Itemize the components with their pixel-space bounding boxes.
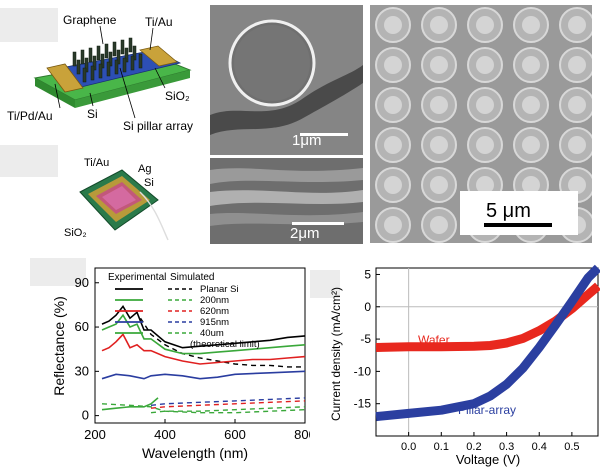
reflectance-xtick-0: 200: [84, 427, 106, 442]
label-pillar-array: Si pillar array: [123, 119, 193, 133]
reflectance-series-0: [101, 304, 306, 349]
jv-xtick-2: 0.2: [466, 441, 481, 453]
reflectance-ytick-3: 90: [75, 275, 89, 290]
jv-ytick-2: -5: [360, 332, 371, 346]
reflectance-series-1: [139, 317, 305, 368]
sem-cross-image: 2μm: [210, 158, 363, 244]
legend-entry-3: 915nm: [200, 317, 229, 328]
jv-series-0: [375, 282, 600, 352]
jv-chart-panel: 0.0 0.1 0.2 0.3 0.4 0.5 5 0 -5 -10 -15 Wafer Pilla…: [318, 258, 600, 470]
reflectance-series-8: [150, 397, 306, 406]
pillar-array-icon: [72, 37, 143, 83]
jv-ytick-4: -15: [354, 397, 372, 411]
reflectance-series-5: [101, 397, 159, 411]
panel-tab-d: [310, 270, 340, 298]
device-photo-image: Ti/Au Ag Si SiO₂: [60, 152, 172, 244]
reflectance-series-2: [101, 313, 306, 355]
legend-entry-2: 620nm: [200, 306, 229, 317]
reflectance-chart: 200 400 600 800 0 30 60 90 Experimental Simulat…: [51, 267, 310, 461]
legend-entry-1: 200nm: [200, 295, 229, 306]
reflectance-ylabel: Reflectance (%): [51, 296, 67, 396]
sem-cross-panel: 2μm: [210, 158, 363, 244]
label-tipdau: Ti/Pd/Au: [7, 109, 53, 123]
device-schematic-panel: Graphene Ti/Au SiO₂ Ti/Pd/Au Si Si pilla…: [5, 8, 205, 140]
jv-annotation-pillar: Pillar-array: [458, 403, 516, 417]
reflectance-ytick-1: 30: [75, 363, 89, 378]
reflectance-ytick-2: 60: [75, 319, 89, 334]
panel-tab-a: [0, 8, 58, 42]
reflectance-xtick-3: 800: [294, 427, 310, 442]
jv-annotation-wafer: Wafer: [418, 333, 450, 347]
reflectance-series-6: [101, 403, 306, 414]
sem-array-image: 5 μm: [370, 5, 592, 243]
jv-xtick-3: 0.3: [499, 441, 514, 453]
reflectance-series-3: [101, 333, 306, 365]
jv-plot-frame: [375, 267, 599, 437]
photo-label-tiau: Ti/Au: [84, 157, 109, 169]
sem-cross-scale-label: 2μm: [290, 225, 319, 242]
sem-array-panel: 5 μm: [370, 5, 592, 243]
jv-ytick-0: 5: [364, 267, 371, 281]
jv-ylabel: Current density (mA/cm²): [329, 287, 343, 421]
jv-xtick-4: 0.4: [532, 441, 547, 453]
jv-chart: 0.0 0.1 0.2 0.3 0.4 0.5 5 0 -5 -10 -15 Wafer Pilla…: [329, 264, 600, 467]
jv-xtick-1: 0.1: [434, 441, 449, 453]
reflectance-series-9: [150, 406, 306, 414]
panel-tab-c: [30, 258, 86, 286]
legend-entry-5: (theoretical limit): [190, 339, 260, 350]
legend-simulated: Simulated: [170, 272, 214, 283]
reflectance-xlabel: Wavelength (nm): [142, 445, 248, 461]
label-tiau: Ti/Au: [145, 15, 173, 29]
photo-label-sio2: SiO₂: [64, 227, 87, 239]
reflectance-series-4: [101, 370, 306, 380]
reflectance-ytick-0: 0: [82, 408, 89, 423]
jv-ytick-1: 0: [364, 300, 371, 314]
label-graphene: Graphene: [63, 13, 117, 27]
label-sio2: SiO₂: [165, 89, 190, 103]
legend-experimental: Experimental: [108, 272, 166, 283]
reflectance-xtick-2: 600: [224, 427, 246, 442]
device-schematic-diagram: Graphene Ti/Au SiO₂ Ti/Pd/Au Si Si pilla…: [7, 13, 193, 133]
jv-xtick-5: 0.5: [564, 441, 579, 453]
sem-top-image: 1μm: [210, 5, 363, 155]
sem-array-scale-label: 5 μm: [486, 200, 531, 222]
photo-label-si: Si: [144, 177, 154, 189]
reflectance-xtick-1: 400: [154, 427, 176, 442]
jv-xtick-0: 0.0: [401, 441, 416, 453]
label-si: Si: [87, 107, 98, 121]
jv-xlabel: Voltage (V): [456, 452, 520, 467]
sem-top-scale-label: 1μm: [292, 132, 321, 149]
photo-label-ag: Ag: [138, 163, 151, 175]
reflectance-series-7: [150, 400, 306, 409]
sem-top-panel: 1μm: [210, 5, 363, 155]
jv-ytick-3: -10: [354, 364, 372, 378]
legend-entry-0: Planar Si: [200, 284, 239, 295]
panel-tab-b: [0, 145, 58, 177]
legend-entry-4: 40um: [200, 328, 224, 339]
reflectance-chart-panel: 200 400 600 800 0 30 60 90 Experimental Simulat…: [20, 258, 310, 470]
device-photo-panel: Ti/Au Ag Si SiO₂: [60, 152, 172, 244]
jv-series-1: [375, 264, 600, 422]
